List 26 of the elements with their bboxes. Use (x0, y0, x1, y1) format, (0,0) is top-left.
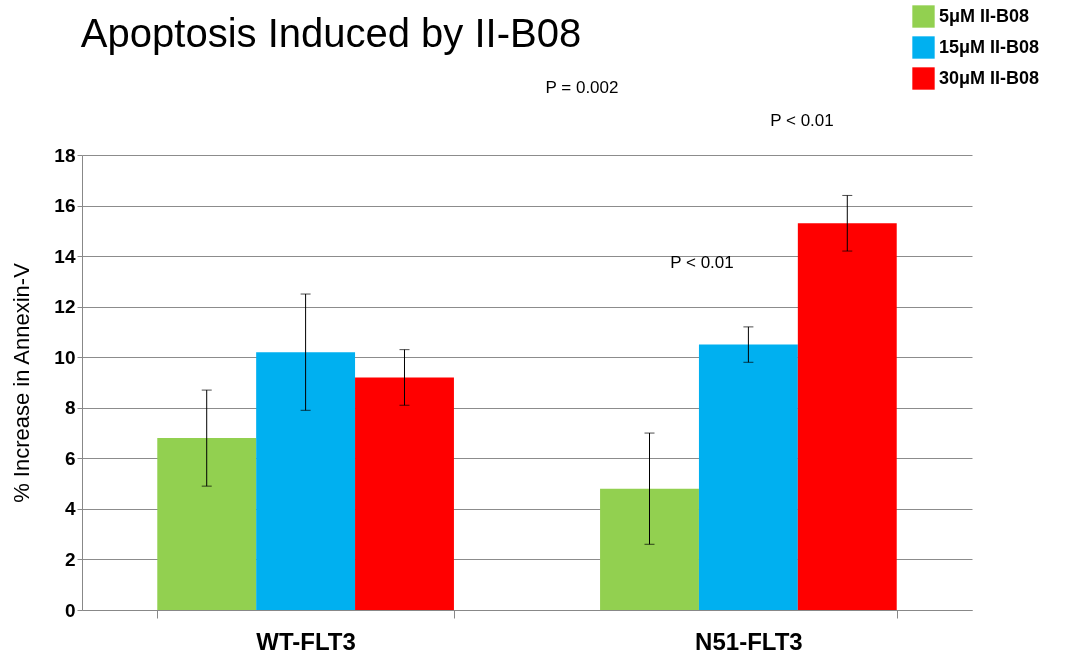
y-tick-label: 0 (64, 599, 76, 621)
y-tick-label: 12 (54, 296, 76, 318)
y-tick-label: 6 (64, 447, 76, 469)
y-tick-label: 8 (64, 397, 76, 419)
text: P < 0.01 (770, 111, 834, 130)
x-tick-label: WT-FLT3 (256, 627, 356, 655)
y-tick-label: 18 (54, 144, 76, 166)
bar (256, 352, 356, 610)
text: P = 0.002 (545, 78, 619, 97)
y-tick-label: 2 (64, 548, 76, 570)
legend-label: 30μM II-B08 (939, 67, 1040, 88)
y-axis-title: % Increase in Annexin-V (9, 262, 35, 503)
legend-label: 15μM II-B08 (939, 36, 1040, 57)
bar (355, 377, 454, 610)
chart-title: Apoptosis Induced by II-B08 (80, 11, 582, 55)
x-tick-label: N51-FLT3 (695, 627, 803, 655)
bar (600, 488, 699, 610)
bar (698, 344, 798, 610)
bar (797, 223, 897, 610)
y-tick-label: 4 (64, 498, 76, 520)
y-tick-label: 16 (54, 195, 76, 217)
bar (157, 438, 257, 610)
y-tick-label: 10 (54, 346, 76, 368)
legend-label: 5μM II-B08 (939, 5, 1030, 26)
y-tick-label: 14 (54, 245, 76, 267)
annotation: P < 0.01 (670, 253, 734, 272)
